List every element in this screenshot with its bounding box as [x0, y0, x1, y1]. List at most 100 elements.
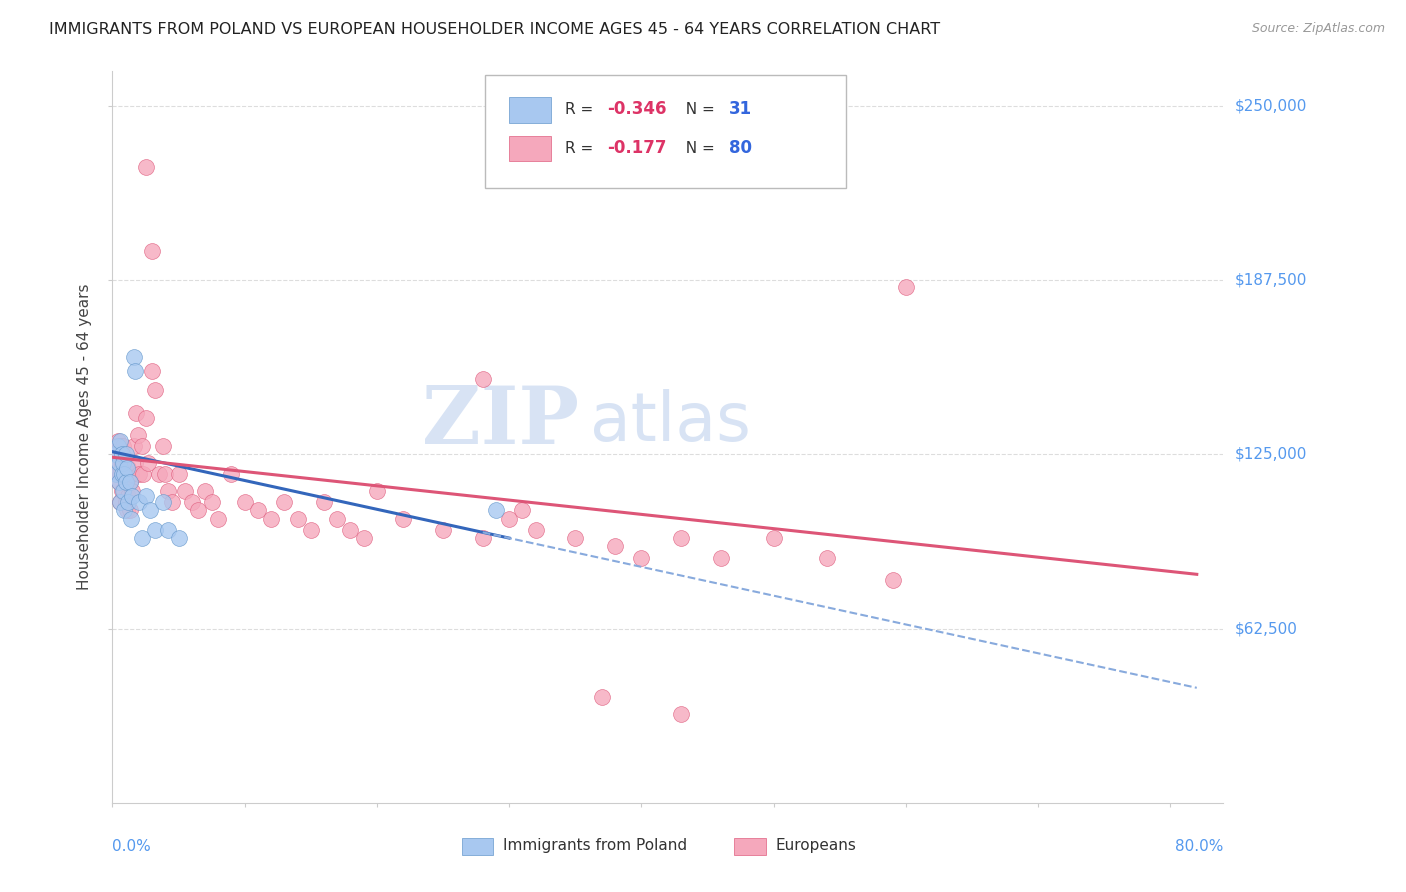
Point — [118, 503, 141, 517]
Point — [108, 448, 131, 462]
Text: $250,000: $250,000 — [1234, 99, 1306, 113]
Point — [115, 461, 138, 475]
Point — [471, 531, 494, 545]
Point — [114, 475, 136, 490]
Point — [115, 475, 138, 490]
Point — [157, 483, 180, 498]
Point — [124, 456, 146, 470]
Point — [148, 467, 170, 481]
Point — [143, 523, 166, 537]
Text: R =: R = — [565, 141, 598, 156]
Point — [112, 439, 135, 453]
Point — [112, 467, 135, 481]
Bar — [463, 838, 494, 855]
Point — [339, 523, 361, 537]
Point — [157, 523, 180, 537]
Point — [141, 244, 163, 258]
Point — [108, 475, 131, 490]
Text: 80.0%: 80.0% — [1175, 839, 1223, 855]
Bar — [734, 838, 766, 855]
Text: Immigrants from Poland: Immigrants from Poland — [503, 838, 688, 854]
Point — [115, 503, 138, 517]
Point — [392, 511, 415, 525]
Point — [564, 531, 586, 545]
Point — [131, 531, 153, 545]
Point — [287, 511, 309, 525]
Text: $62,500: $62,500 — [1234, 621, 1298, 636]
Point — [174, 483, 197, 498]
Point — [114, 467, 136, 481]
Point — [485, 503, 508, 517]
Point — [143, 384, 166, 398]
Point — [111, 467, 134, 481]
Point — [110, 467, 132, 481]
Point — [118, 475, 141, 490]
Point — [141, 364, 163, 378]
Text: Europeans: Europeans — [776, 838, 856, 854]
Point — [669, 706, 692, 721]
Text: -0.346: -0.346 — [607, 101, 666, 119]
Point — [135, 411, 157, 425]
Point — [120, 467, 142, 481]
Point — [353, 531, 375, 545]
Point — [132, 467, 155, 481]
Point — [121, 489, 143, 503]
Point — [138, 503, 160, 517]
Point — [117, 489, 139, 503]
Point — [117, 495, 139, 509]
Point — [122, 439, 145, 453]
Text: N =: N = — [676, 141, 720, 156]
Point — [207, 511, 229, 525]
Point — [273, 495, 295, 509]
Point — [112, 456, 135, 470]
Point — [135, 489, 157, 503]
Text: -0.177: -0.177 — [607, 139, 666, 157]
Point — [152, 495, 174, 509]
Point — [160, 495, 183, 509]
Point — [104, 439, 127, 453]
Point — [124, 364, 146, 378]
Point — [107, 467, 129, 481]
Point — [630, 550, 652, 565]
Text: 0.0%: 0.0% — [112, 839, 152, 855]
Point — [815, 550, 838, 565]
FancyBboxPatch shape — [485, 75, 845, 188]
Point — [127, 428, 149, 442]
Point — [112, 483, 135, 498]
Text: N =: N = — [676, 102, 720, 117]
Point — [155, 467, 177, 481]
Text: 80: 80 — [728, 139, 752, 157]
Point — [108, 475, 131, 490]
Point — [591, 690, 613, 704]
Point — [112, 456, 135, 470]
Point — [107, 434, 129, 448]
Point — [118, 475, 141, 490]
Point — [136, 456, 159, 470]
Point — [512, 503, 534, 517]
Point — [112, 483, 135, 498]
Point — [221, 467, 243, 481]
Point — [128, 495, 150, 509]
Point — [107, 439, 129, 453]
Point — [299, 523, 322, 537]
Text: $125,000: $125,000 — [1234, 447, 1306, 462]
Point — [432, 523, 454, 537]
Point — [120, 511, 142, 525]
Text: ZIP: ZIP — [422, 384, 579, 461]
Point — [882, 573, 904, 587]
Text: IMMIGRANTS FROM POLAND VS EUROPEAN HOUSEHOLDER INCOME AGES 45 - 64 YEARS CORRELA: IMMIGRANTS FROM POLAND VS EUROPEAN HOUSE… — [49, 22, 941, 37]
Point — [194, 483, 217, 498]
Point — [603, 540, 626, 554]
Point — [312, 495, 335, 509]
Point — [110, 495, 132, 509]
Point — [152, 439, 174, 453]
Point — [111, 448, 134, 462]
Point — [762, 531, 785, 545]
Point — [122, 350, 145, 364]
Point — [167, 531, 190, 545]
Point — [326, 511, 349, 525]
Y-axis label: Householder Income Ages 45 - 64 years: Householder Income Ages 45 - 64 years — [77, 284, 93, 591]
Point — [524, 523, 547, 537]
Point — [201, 495, 224, 509]
Point — [112, 467, 135, 481]
